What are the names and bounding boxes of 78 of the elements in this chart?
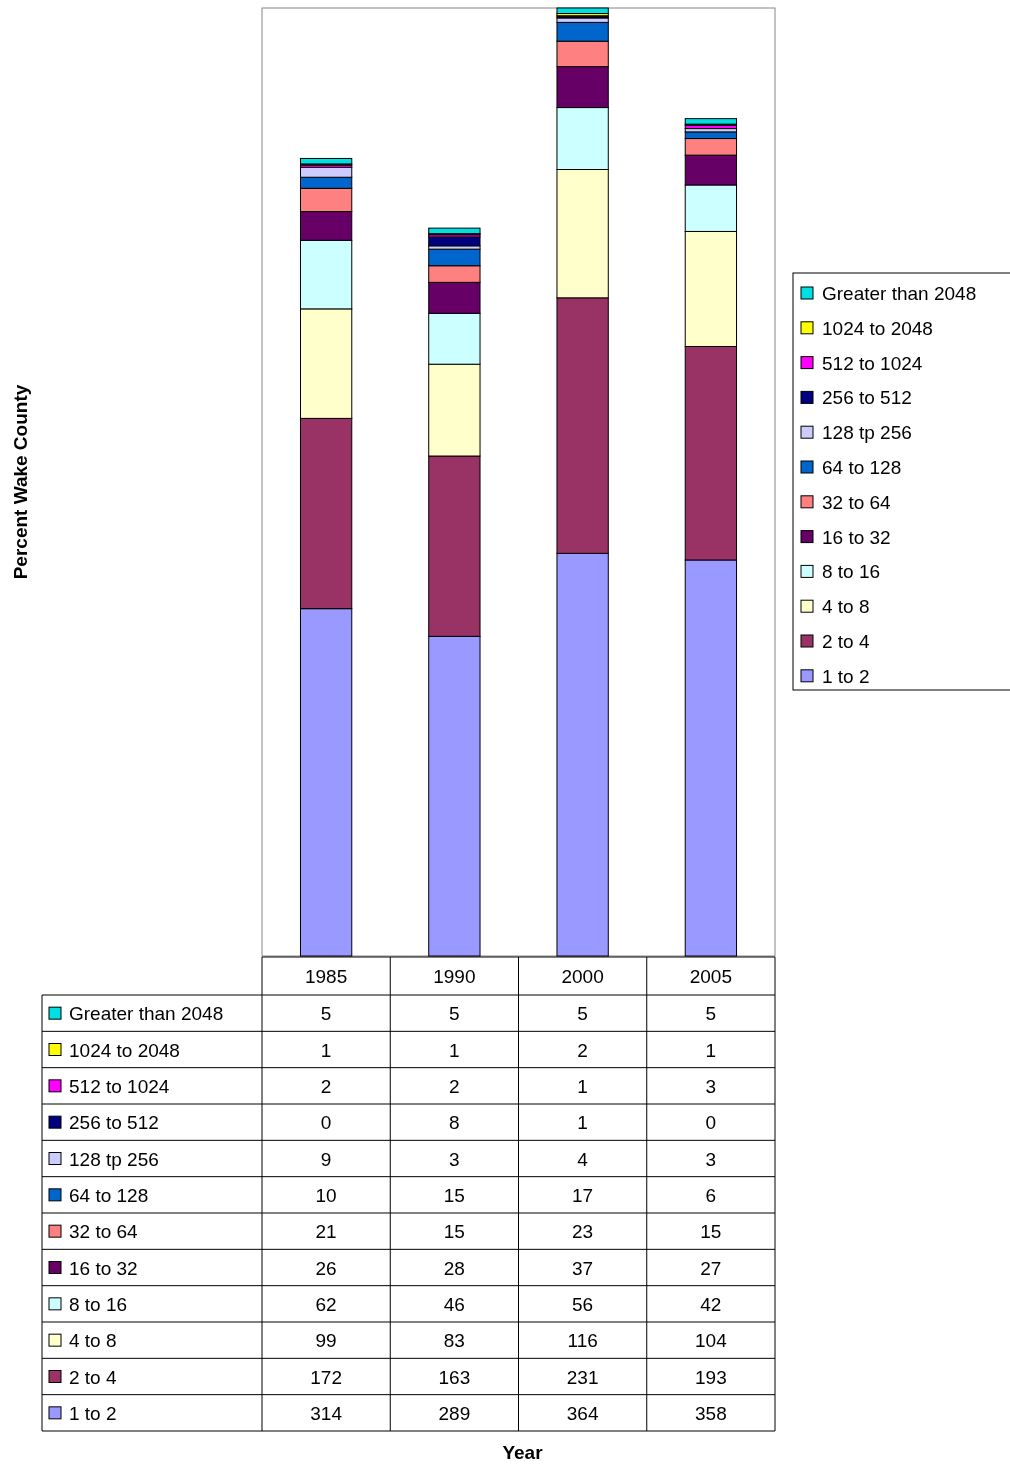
legend-label: 2 to 4 bbox=[822, 631, 870, 652]
data-label: 10 bbox=[315, 1184, 337, 1206]
data-label: 26 bbox=[315, 1257, 337, 1279]
data-label: 83 bbox=[443, 1330, 465, 1352]
text: Percent Wake County bbox=[10, 384, 31, 580]
data-label: 172 bbox=[310, 1366, 342, 1388]
x-tick-label: 2000 bbox=[561, 966, 604, 987]
data-label: 231 bbox=[566, 1366, 599, 1388]
text: 8 to 16 bbox=[69, 1293, 128, 1315]
data-label: 1 bbox=[705, 1039, 717, 1061]
data-label: 5 bbox=[320, 1003, 332, 1025]
legend-label: 512 to 1024 bbox=[822, 352, 923, 374]
data-label: 28 bbox=[443, 1257, 465, 1279]
legend-label: 32 to 64 bbox=[822, 491, 892, 513]
text: 256 to 512 bbox=[69, 1112, 159, 1134]
data-label: 6 bbox=[705, 1184, 717, 1206]
data-label: 5 bbox=[577, 1003, 588, 1025]
text: 64 to 128 bbox=[69, 1184, 149, 1206]
data-label: 27 bbox=[700, 1257, 722, 1279]
data-label: 46 bbox=[443, 1293, 465, 1315]
data-label: 99 bbox=[315, 1330, 337, 1352]
data-label: 193 bbox=[695, 1366, 727, 1388]
data-label: 3 bbox=[449, 1148, 460, 1170]
text: 1024 to 2048 bbox=[69, 1039, 180, 1061]
data-label: 15 bbox=[443, 1221, 465, 1243]
legend-label: 4 to 8 bbox=[822, 596, 870, 618]
legend-label: 128 tp 256 bbox=[822, 422, 912, 444]
data-label: 56 bbox=[572, 1293, 594, 1315]
legend-label: Greater than 2048 bbox=[822, 283, 977, 304]
data-label: 364 bbox=[566, 1402, 599, 1424]
text: Year bbox=[502, 1442, 544, 1463]
data-label: 62 bbox=[315, 1293, 337, 1315]
legend-label: 64 to 128 bbox=[822, 457, 902, 478]
data-label: 358 bbox=[695, 1402, 727, 1424]
data-label: 116 bbox=[567, 1330, 598, 1352]
data-label: 23 bbox=[572, 1221, 594, 1243]
data-label: 1 bbox=[320, 1039, 332, 1061]
text: 16 to 32 bbox=[69, 1257, 138, 1279]
legend-label: 8 to 16 bbox=[822, 561, 881, 583]
data-label: 314 bbox=[310, 1402, 343, 1424]
data-label: 21 bbox=[315, 1221, 337, 1243]
x-tick-label: 1990 bbox=[433, 966, 476, 987]
data-label: 5 bbox=[449, 1003, 460, 1025]
data-label: 5 bbox=[705, 1003, 717, 1025]
x-tick-label: 1985 bbox=[304, 966, 348, 987]
data-label: 2 bbox=[449, 1075, 460, 1097]
data-label: 9 bbox=[320, 1148, 332, 1170]
legend-label: 256 to 512 bbox=[822, 387, 912, 409]
data-label: 163 bbox=[438, 1366, 471, 1388]
data-label: 0 bbox=[320, 1112, 332, 1134]
text: 512 to 1024 bbox=[69, 1075, 170, 1097]
data-label: 8 bbox=[449, 1112, 460, 1134]
data-label: 3 bbox=[705, 1148, 717, 1170]
text: 2 to 4 bbox=[69, 1366, 117, 1388]
data-label: 42 bbox=[700, 1293, 722, 1315]
x-tick-label: 2005 bbox=[689, 966, 733, 987]
legend-label: 1 to 2 bbox=[822, 665, 870, 687]
data-label: 2 bbox=[320, 1075, 332, 1097]
data-label: 15 bbox=[443, 1184, 465, 1206]
text: 128 tp 256 bbox=[69, 1148, 159, 1170]
data-label: 15 bbox=[700, 1221, 722, 1243]
data-label: 1 bbox=[577, 1075, 588, 1097]
data-label: 2 bbox=[577, 1039, 588, 1061]
data-label: 0 bbox=[705, 1112, 717, 1134]
data-label: 17 bbox=[572, 1184, 594, 1206]
text: Greater than 2048 bbox=[69, 1003, 224, 1025]
text: 1 to 2 bbox=[69, 1402, 117, 1424]
data-label: 37 bbox=[572, 1257, 594, 1279]
data-label: 3 bbox=[705, 1075, 717, 1097]
legend-label: 16 to 32 bbox=[822, 526, 891, 548]
text: 32 to 64 bbox=[69, 1221, 138, 1243]
data-label: 1 bbox=[449, 1039, 460, 1061]
data-label: 4 bbox=[577, 1148, 589, 1170]
data-label: 104 bbox=[695, 1330, 728, 1352]
data-label: 289 bbox=[438, 1402, 471, 1424]
text: 4 to 8 bbox=[69, 1330, 117, 1352]
data-label: 1 bbox=[577, 1112, 588, 1134]
legend-label: 1024 to 2048 bbox=[822, 317, 933, 339]
